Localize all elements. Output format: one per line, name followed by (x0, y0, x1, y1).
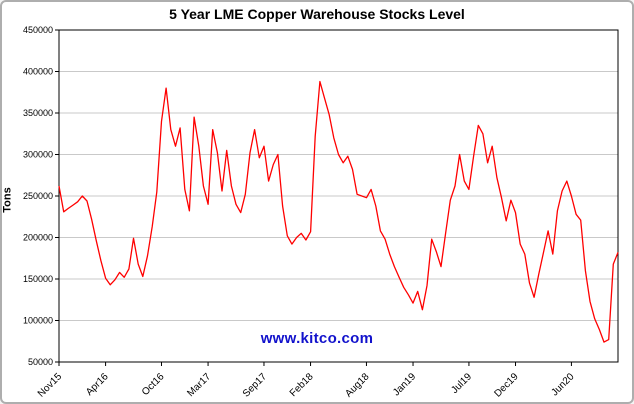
x-tick-label: Dec19 (492, 371, 521, 400)
x-tick-label: Feb18 (288, 371, 316, 399)
y-tick-label: 50000 (28, 357, 53, 367)
chart-plot-area: 50000 100000 150000 200000 250000 300000 35000… (23, 26, 619, 400)
y-tick-label: 450000 (23, 26, 53, 35)
chart-title: 5 Year LME Copper Warehouse Stocks Level (169, 6, 465, 22)
x-tick-label: Jul19 (449, 371, 474, 396)
y-tick-label: 250000 (23, 191, 53, 201)
y-tick-label: 200000 (23, 233, 53, 243)
x-tick-label: Sep17 (241, 371, 270, 400)
y-tick-label: 300000 (23, 150, 53, 160)
y-tick-label: 100000 (23, 316, 53, 326)
x-tick-label: Oct16 (140, 371, 167, 398)
y-tick-label: 150000 (23, 274, 53, 284)
y-tick-label: 350000 (23, 108, 53, 118)
x-tick-label: Apr16 (84, 371, 111, 398)
x-tick-label: Jun20 (549, 371, 576, 398)
kitco-watermark: www.kitco.com (260, 330, 374, 347)
x-tick-label: Nov15 (36, 371, 65, 400)
y-tick-label: 400000 (23, 67, 53, 77)
plot-border (58, 29, 619, 363)
x-tick-label: Aug18 (343, 371, 372, 400)
x-tick-label: Jan19 (391, 371, 418, 398)
series-line-copper-stocks (58, 80, 619, 343)
x-tick-label: Mar17 (185, 371, 213, 399)
